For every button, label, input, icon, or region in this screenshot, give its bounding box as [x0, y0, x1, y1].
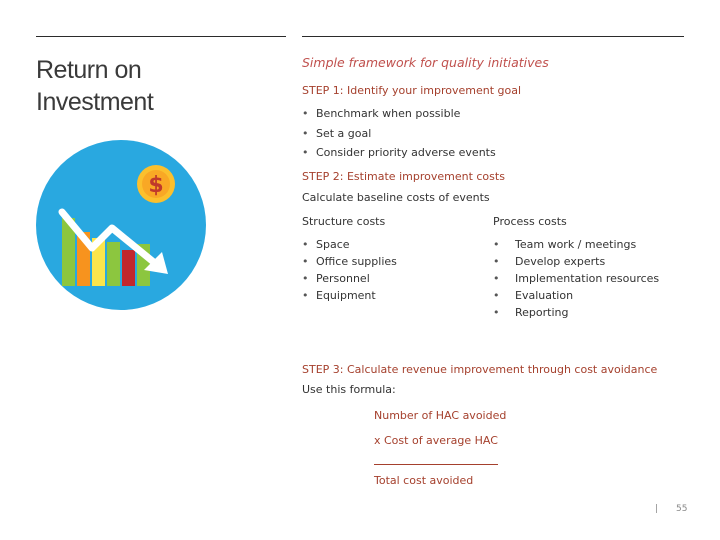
step2-intro: Calculate baseline costs of events [302, 191, 490, 204]
structure-costs-list: Space Office supplies Personnel Equipmen… [302, 236, 397, 304]
list-item: Develop experts [493, 253, 659, 270]
list-item: Consider priority adverse events [302, 143, 496, 163]
footer-separator: | [655, 504, 659, 514]
process-costs-header: Process costs [493, 215, 567, 228]
step3-heading: STEP 3: Calculate revenue improvement th… [302, 363, 658, 376]
formula-result: Total cost avoided [374, 474, 474, 487]
roi-chart-icon: $ [36, 140, 206, 310]
slide-title: Return on Investment [36, 56, 154, 116]
step3-intro: Use this formula: [302, 383, 396, 396]
list-item: Reporting [493, 304, 659, 321]
list-item: Implementation resources [493, 270, 659, 287]
formula-divider [374, 464, 498, 465]
list-item: Office supplies [302, 253, 397, 270]
list-item: Evaluation [493, 287, 659, 304]
title-top-rule [36, 36, 286, 37]
formula-line-1: Number of HAC avoided [374, 409, 507, 422]
page-number: 55 [676, 504, 688, 514]
list-item: Equipment [302, 287, 397, 304]
list-item: Benchmark when possible [302, 104, 496, 124]
step2-heading: STEP 2: Estimate improvement costs [302, 170, 505, 183]
list-item: Set a goal [302, 124, 496, 144]
list-item: Space [302, 236, 397, 253]
list-item: Personnel [302, 270, 397, 287]
svg-text:$: $ [148, 173, 163, 198]
step1-bullet-list: Benchmark when possible Set a goal Consi… [302, 104, 496, 163]
step1-heading: STEP 1: Identify your improvement goal [302, 84, 522, 97]
formula-line-2: x Cost of average HAC [374, 434, 498, 447]
content-top-rule [302, 36, 684, 37]
list-item: Team work / meetings [493, 236, 659, 253]
subtitle: Simple framework for quality initiatives [302, 55, 549, 70]
structure-costs-header: Structure costs [302, 215, 386, 228]
process-costs-list: Team work / meetings Develop experts Imp… [493, 236, 659, 321]
